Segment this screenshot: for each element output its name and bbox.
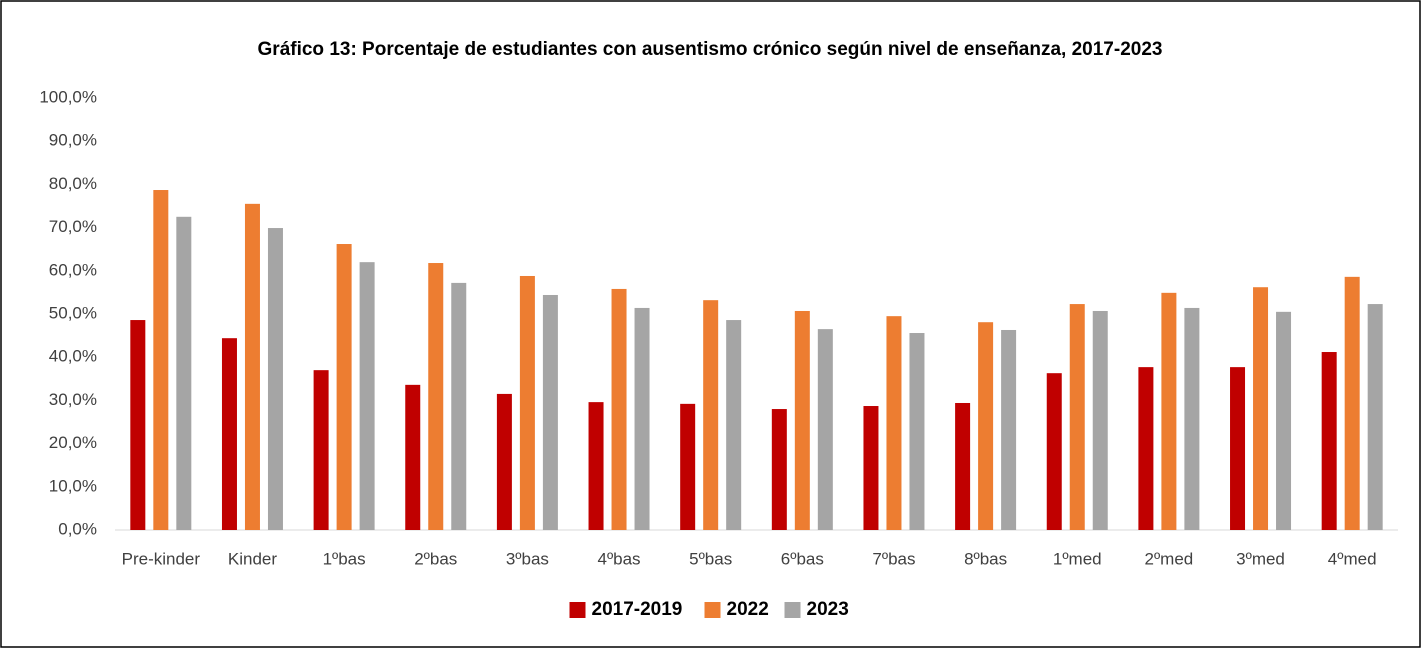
y-tick-label: 30,0% <box>49 390 97 409</box>
legend-label: 2022 <box>727 599 769 620</box>
y-tick-label: 60,0% <box>49 260 97 279</box>
bar <box>1092 310 1108 530</box>
bar <box>1230 367 1246 530</box>
bar <box>611 288 627 530</box>
bar <box>405 384 421 530</box>
bar <box>955 402 971 530</box>
bar <box>680 403 696 530</box>
bar <box>1321 352 1337 530</box>
bar <box>1138 367 1154 530</box>
x-tick-label: 7ºbas <box>872 549 915 568</box>
bar <box>496 393 512 530</box>
x-tick-label: 8ºbas <box>964 549 1007 568</box>
x-tick-label: 4ºbas <box>597 549 640 568</box>
y-tick-label: 80,0% <box>49 174 97 193</box>
bar <box>978 322 994 530</box>
x-tick-label: 6ºbas <box>781 549 824 568</box>
bar <box>1069 304 1085 530</box>
bar <box>588 402 604 530</box>
y-tick-label: 90,0% <box>49 131 97 150</box>
bar <box>1276 311 1292 530</box>
y-tick-label: 100,0% <box>39 87 97 106</box>
y-tick-label: 20,0% <box>49 433 97 452</box>
bar <box>634 307 650 530</box>
bar <box>542 294 558 530</box>
x-tick-label: 4ºmed <box>1328 549 1377 568</box>
y-tick-label: 0,0% <box>58 519 97 538</box>
bar <box>428 263 444 530</box>
bar <box>313 370 329 530</box>
legend-swatch <box>784 602 801 618</box>
bar <box>130 320 146 530</box>
y-tick-label: 40,0% <box>49 347 97 366</box>
bar <box>451 282 467 530</box>
bar <box>153 190 169 531</box>
x-tick-label: 3ºmed <box>1236 549 1285 568</box>
bar <box>336 244 352 531</box>
y-tick-label: 50,0% <box>49 303 97 322</box>
x-tick-label: 5ºbas <box>689 549 732 568</box>
bar <box>1001 329 1017 530</box>
bar <box>1046 373 1062 530</box>
bar <box>1184 307 1200 530</box>
x-tick-label: 2ºbas <box>414 549 457 568</box>
bar <box>1253 287 1269 530</box>
bar <box>359 262 375 530</box>
bar <box>1344 276 1360 530</box>
legend-swatch <box>569 602 586 618</box>
bar <box>1161 292 1177 530</box>
bar <box>176 216 192 531</box>
x-tick-label: Kinder <box>228 549 277 568</box>
bar <box>726 320 742 530</box>
legend-swatch <box>704 602 721 618</box>
bar <box>519 275 535 530</box>
x-tick-label: 3ºbas <box>506 549 549 568</box>
chart-title: Gráfico 13: Porcentaje de estudiantes co… <box>258 39 1163 60</box>
bar <box>863 406 879 530</box>
legend-label: 2023 <box>807 599 849 620</box>
legend-label: 2017-2019 <box>592 599 683 620</box>
y-tick-label: 10,0% <box>49 476 97 495</box>
x-tick-label: 1ºmed <box>1053 549 1102 568</box>
bar <box>221 338 237 530</box>
x-tick-label: 2ºmed <box>1145 549 1194 568</box>
bar <box>244 203 260 530</box>
bar <box>817 329 833 530</box>
bar <box>909 333 925 530</box>
bar <box>1367 304 1383 530</box>
x-tick-label: Pre-kinder <box>122 549 201 568</box>
y-tick-label: 70,0% <box>49 217 97 236</box>
bar <box>794 310 810 530</box>
bar <box>267 228 283 531</box>
x-tick-label: 1ºbas <box>323 549 366 568</box>
bar <box>703 300 719 530</box>
bar <box>771 409 787 530</box>
bar <box>886 316 902 530</box>
